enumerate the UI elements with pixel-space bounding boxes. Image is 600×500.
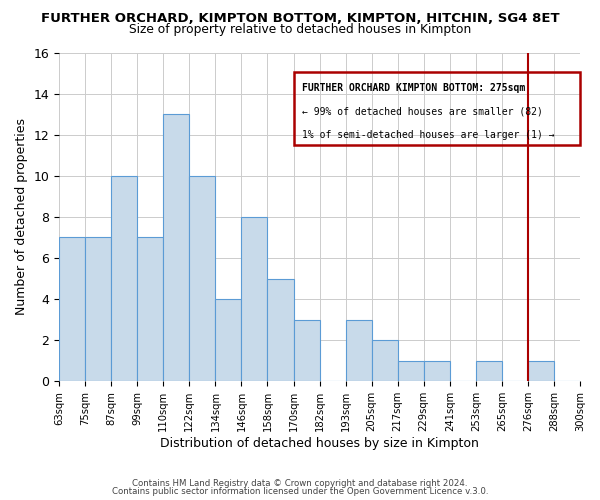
- Bar: [241, 217, 268, 382]
- Text: 1% of semi-detached houses are larger (1) →: 1% of semi-detached houses are larger (1…: [302, 130, 555, 140]
- Bar: [268, 278, 293, 382]
- Bar: [190, 176, 215, 382]
- Text: FURTHER ORCHARD, KIMPTON BOTTOM, KIMPTON, HITCHIN, SG4 8ET: FURTHER ORCHARD, KIMPTON BOTTOM, KIMPTON…: [41, 12, 559, 26]
- Bar: [163, 114, 190, 382]
- Bar: [85, 238, 111, 382]
- Bar: [59, 238, 85, 382]
- Y-axis label: Number of detached properties: Number of detached properties: [15, 118, 28, 316]
- Text: ← 99% of detached houses are smaller (82): ← 99% of detached houses are smaller (82…: [302, 107, 543, 117]
- Text: Size of property relative to detached houses in Kimpton: Size of property relative to detached ho…: [129, 22, 471, 36]
- Bar: [111, 176, 137, 382]
- Bar: [371, 340, 398, 382]
- Bar: [137, 238, 163, 382]
- Bar: [528, 361, 554, 382]
- X-axis label: Distribution of detached houses by size in Kimpton: Distribution of detached houses by size …: [160, 437, 479, 450]
- Bar: [215, 299, 241, 382]
- Text: Contains public sector information licensed under the Open Government Licence v.: Contains public sector information licen…: [112, 487, 488, 496]
- Bar: [424, 361, 450, 382]
- Bar: [293, 320, 320, 382]
- Bar: [476, 361, 502, 382]
- Text: FURTHER ORCHARD KIMPTON BOTTOM: 275sqm: FURTHER ORCHARD KIMPTON BOTTOM: 275sqm: [302, 83, 526, 93]
- Bar: [346, 320, 371, 382]
- Bar: [398, 361, 424, 382]
- Text: Contains HM Land Registry data © Crown copyright and database right 2024.: Contains HM Land Registry data © Crown c…: [132, 478, 468, 488]
